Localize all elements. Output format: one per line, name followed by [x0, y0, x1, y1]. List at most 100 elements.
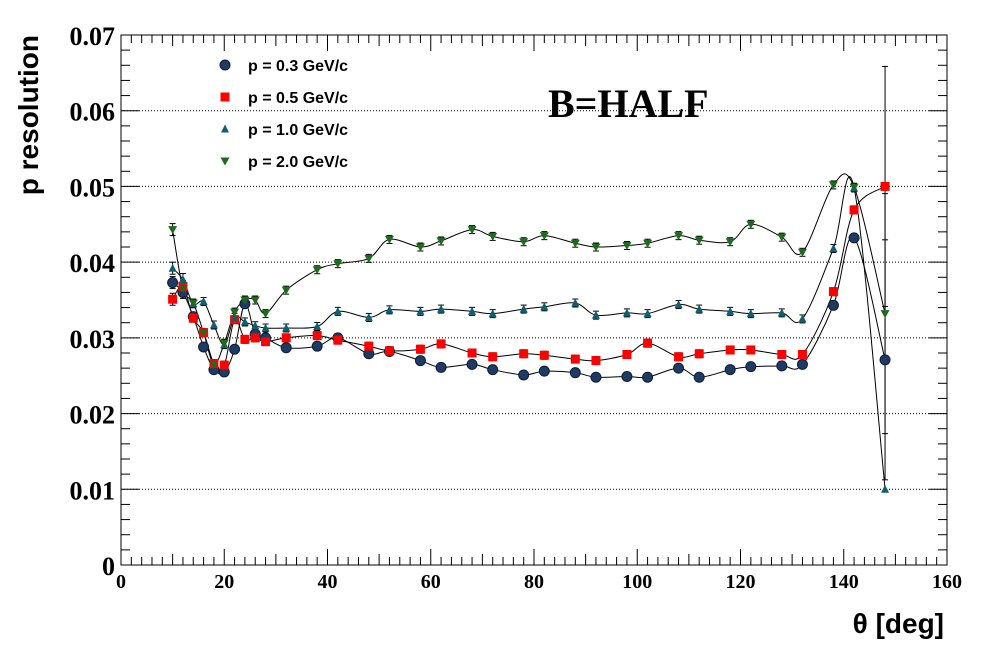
point-circle-0-24	[642, 371, 654, 383]
point-triangle-up-2-22	[591, 310, 600, 319]
point-triangle-down-3-21	[570, 239, 580, 248]
x-tick-label-6: 120	[726, 571, 756, 593]
point-triangle-down-3-23	[622, 241, 632, 250]
point-triangle-down-3-7	[240, 296, 250, 305]
point-circle-0-29	[776, 360, 788, 372]
point-triangle-down-3-16	[436, 237, 446, 246]
point-square-1-20	[539, 350, 549, 360]
point-triangle-up-2-12	[333, 306, 342, 315]
fit-curve-1	[172, 185, 886, 370]
point-square-1-33	[880, 181, 890, 191]
point-triangle-up-2-14	[385, 305, 394, 314]
point-triangle-down-3-25	[674, 232, 684, 241]
point-triangle-down-3-15	[415, 243, 425, 252]
point-square-1-12	[333, 335, 343, 345]
point-circle-0-18	[487, 364, 499, 376]
point-triangle-up-2-11	[313, 322, 322, 330]
point-square-1-28	[746, 345, 756, 355]
point-triangle-up-2-30	[798, 314, 807, 323]
point-circle-0-19	[518, 369, 530, 381]
point-triangle-up-2-9	[261, 323, 270, 332]
point-triangle-down-3-18	[488, 232, 498, 241]
point-circle-0-15	[414, 355, 426, 367]
point-square-1-27	[725, 345, 735, 355]
y-tick-label-1: 0.01	[70, 476, 116, 505]
y-tick-label-6: 0.06	[70, 98, 116, 127]
x-tick-label-4: 80	[524, 571, 544, 593]
point-triangle-down-3-8	[250, 296, 260, 305]
point-triangle-up-2-21	[571, 298, 580, 307]
point-triangle-up-2-26	[695, 304, 704, 313]
point-triangle-up-2-24	[643, 309, 652, 318]
legend-marker-2	[221, 124, 229, 133]
axes: 0 0.01 0.02 0.03 0.04 0.05 0.06 0.07 0 20 40 60 80 10…	[70, 22, 963, 593]
legend-marker-3	[220, 157, 230, 166]
point-circle-0-16	[435, 361, 447, 373]
point-triangle-down-3-10	[281, 286, 291, 295]
point-circle-0-10	[280, 342, 292, 354]
point-circle-0-21	[569, 367, 581, 379]
point-circle-0-30	[796, 358, 808, 370]
point-square-1-0	[168, 294, 178, 304]
point-square-1-31	[828, 287, 838, 297]
x-tick-label-3: 60	[421, 571, 441, 593]
point-triangle-up-2-27	[726, 306, 735, 315]
point-triangle-down-3-24	[643, 239, 653, 248]
point-square-1-14	[384, 346, 394, 356]
point-triangle-up-2-3	[199, 297, 208, 306]
point-circle-0-28	[745, 361, 757, 373]
point-triangle-down-3-33	[880, 310, 890, 319]
y-tick-label-2: 0.02	[70, 401, 116, 430]
point-triangle-down-3-14	[384, 235, 394, 244]
point-square-1-15	[415, 344, 425, 354]
point-triangle-up-2-31	[829, 244, 838, 253]
point-triangle-down-3-1	[178, 285, 188, 294]
y-tick-label-7: 0.07	[70, 22, 116, 51]
legend-entry-1: p = 0.5 GeV/c	[248, 90, 348, 107]
point-square-1-22	[591, 356, 601, 366]
point-circle-0-25	[673, 362, 685, 374]
point-square-1-10	[281, 333, 291, 343]
point-triangle-down-3-5	[219, 339, 229, 348]
point-triangle-up-2-33	[881, 484, 890, 493]
point-triangle-down-3-4	[209, 360, 219, 369]
point-square-1-11	[312, 331, 322, 341]
point-circle-0-23	[621, 370, 633, 382]
x-tick-label-2: 40	[318, 571, 338, 593]
point-triangle-up-2-13	[364, 312, 373, 321]
point-triangle-up-2-25	[674, 300, 683, 309]
point-triangle-up-2-29	[777, 308, 786, 317]
point-circle-0-22	[590, 371, 602, 383]
data-points	[167, 181, 891, 493]
point-square-1-24	[643, 338, 653, 348]
point-circle-0-6	[229, 343, 241, 355]
x-tick-label-8: 160	[932, 571, 962, 593]
point-triangle-up-2-8	[251, 321, 260, 330]
legend-entry-0: p = 0.3 GeV/c	[248, 58, 348, 75]
point-triangle-down-3-30	[797, 248, 807, 257]
point-circle-0-0	[167, 277, 179, 289]
legend-marker-0	[219, 59, 231, 71]
point-square-1-16	[436, 339, 446, 349]
point-square-1-7	[240, 334, 250, 344]
point-triangle-up-2-16	[437, 304, 446, 313]
point-triangle-down-3-17	[467, 226, 477, 235]
point-triangle-down-3-13	[364, 254, 374, 263]
point-triangle-up-2-20	[540, 302, 549, 311]
x-axis-title: θ [deg]	[853, 608, 944, 639]
y-tick-label-5: 0.05	[70, 173, 116, 202]
point-circle-0-17	[466, 358, 478, 370]
point-triangle-up-2-17	[468, 306, 477, 315]
point-triangle-down-3-11	[312, 266, 322, 275]
point-circle-0-3	[198, 341, 210, 353]
y-tick-label-3: 0.03	[70, 325, 116, 354]
point-square-1-9	[261, 337, 271, 347]
legend-entry-3: p = 2.0 GeV/c	[248, 154, 348, 171]
legend-marker-1	[220, 92, 230, 102]
point-circle-0-32	[848, 232, 860, 244]
point-triangle-up-2-1	[178, 275, 187, 284]
x-tick-label-5: 100	[622, 571, 652, 593]
point-square-1-32	[849, 205, 859, 215]
point-square-1-8	[250, 333, 260, 343]
point-square-1-2	[188, 313, 198, 323]
